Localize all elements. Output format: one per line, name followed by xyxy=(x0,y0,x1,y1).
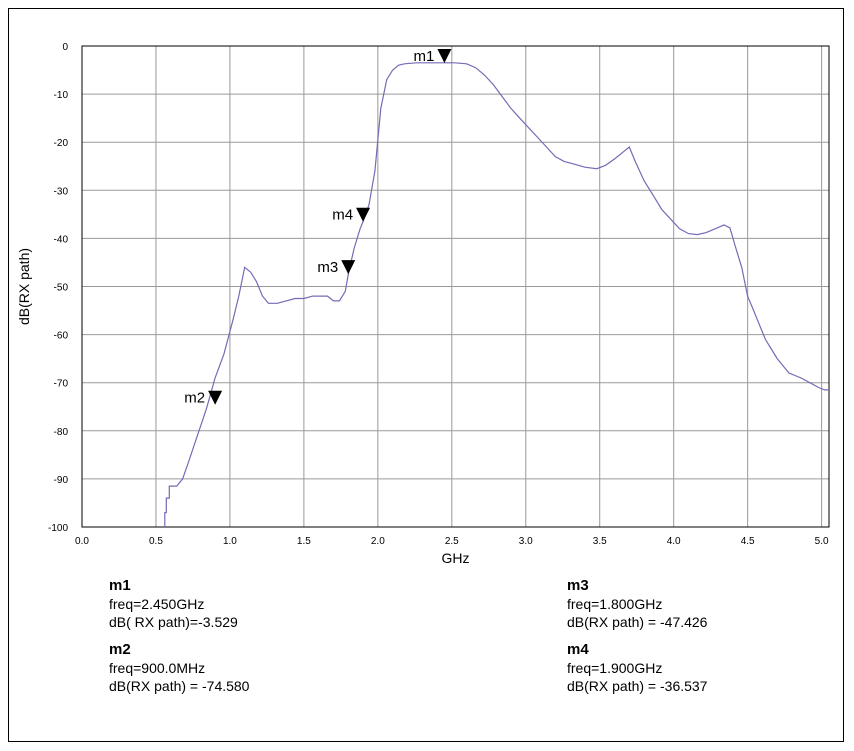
x-tick-label: 2.0 xyxy=(371,536,385,547)
marker-m2-label: m2 xyxy=(184,390,205,407)
y-axis-title: dB(RX path) xyxy=(16,248,32,325)
marker-readout-m3: m3 freq=1.800GHz dB(RX path) = -47.426 xyxy=(567,577,707,631)
y-tick-label: -90 xyxy=(54,475,69,486)
plot-border xyxy=(81,45,830,528)
marker-readout-m2: m2 freq=900.0MHz dB(RX path) = -74.580 xyxy=(109,641,249,695)
readout-name: m1 xyxy=(109,577,131,594)
readout-value: dB(RX path) = -36.537 xyxy=(567,678,708,694)
y-tick-label: -80 xyxy=(54,427,69,438)
readout-name: m3 xyxy=(567,577,589,594)
readout-value: dB(RX path) = -47.426 xyxy=(567,614,708,630)
y-tick-label: -40 xyxy=(54,234,69,245)
x-tick-label: 5.0 xyxy=(815,536,829,547)
readout-freq: freq=2.450GHz xyxy=(109,596,205,612)
y-tick-label: 0 xyxy=(62,42,68,53)
marker-m1-triangle xyxy=(437,48,452,63)
x-tick-label: 0.5 xyxy=(149,536,163,547)
readout-value: dB(RX path) = -74.580 xyxy=(109,678,250,694)
x-tick-label: 1.5 xyxy=(297,536,311,547)
x-tick-label: 2.5 xyxy=(445,536,459,547)
y-tick-label: -10 xyxy=(54,90,69,101)
line-chart: 0.0 0.5 1.0 1.5 2.0 2.5 3.0 3.5 4.0 4.5 5.0 0 -10 -2… xyxy=(16,42,830,566)
x-tick-label: 4.0 xyxy=(667,536,681,547)
readout-freq: freq=1.900GHz xyxy=(567,660,663,676)
readout-value: dB( RX path)=-3.529 xyxy=(109,614,238,630)
y-tick-label: -20 xyxy=(54,138,69,149)
x-tick-label: 3.0 xyxy=(519,536,533,547)
marker-readout-m4: m4 freq=1.900GHz dB(RX path) = -36.537 xyxy=(567,641,707,695)
y-tick-labels: 0 -10 -20 -30 -40 -50 -60 -70 -80 -90 -100 xyxy=(48,42,68,534)
y-tick-label: -60 xyxy=(54,331,69,342)
readout-freq: freq=1.800GHz xyxy=(567,596,663,612)
readout-name: m2 xyxy=(109,641,131,658)
marker-m4-triangle xyxy=(356,207,371,222)
marker-m4-label: m4 xyxy=(332,207,353,224)
marker-m3-label: m3 xyxy=(317,259,338,276)
series-layer xyxy=(164,62,829,527)
grid xyxy=(81,45,829,528)
x-tick-label: 1.0 xyxy=(223,536,237,547)
y-tick-label: -70 xyxy=(54,379,69,390)
readout-name: m4 xyxy=(567,641,589,658)
x-tick-labels: 0.0 0.5 1.0 1.5 2.0 2.5 3.0 3.5 4.0 4.5 5.0 xyxy=(75,536,829,547)
chart-frame: 0.0 0.5 1.0 1.5 2.0 2.5 3.0 3.5 4.0 4.5 5.0 0 -10 -2… xyxy=(8,8,844,742)
x-tick-label: 0.0 xyxy=(75,536,89,547)
series-line xyxy=(164,62,829,527)
x-tick-label: 4.5 xyxy=(741,536,755,547)
marker-m1-label: m1 xyxy=(414,48,435,65)
readout-freq: freq=900.0MHz xyxy=(109,660,206,676)
marker-m3-triangle xyxy=(341,260,356,275)
marker-m2-triangle xyxy=(208,390,223,405)
x-axis-title: GHz xyxy=(442,550,470,566)
y-tick-label: -100 xyxy=(48,523,68,534)
y-tick-label: -50 xyxy=(54,283,69,294)
x-tick-label: 3.5 xyxy=(593,536,607,547)
marker-readout-m1: m1 freq=2.450GHz dB( RX path)=-3.529 xyxy=(109,577,238,631)
markers: m1 m2 m3 m4 xyxy=(184,48,452,407)
y-tick-label: -30 xyxy=(54,186,69,197)
